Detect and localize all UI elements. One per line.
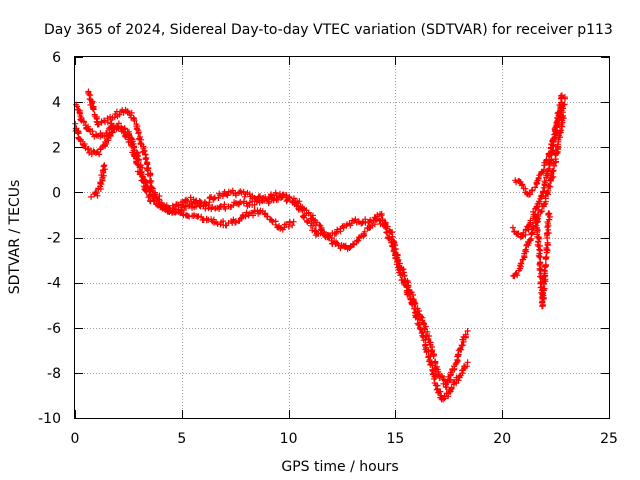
x-axis-label: GPS time / hours [281,459,398,475]
series-band-1 [73,101,471,391]
data-points [72,88,568,403]
x-tick-label: 10 [280,431,298,447]
series-band-6 [509,92,565,241]
series-markers [88,162,108,200]
x-tick-label: 0 [71,431,80,447]
tick-marks [75,57,610,419]
x-tick-label: 5 [177,431,186,447]
y-tick-label: 4 [52,95,61,111]
series-markers [509,92,565,241]
y-tick-label: -10 [38,411,61,427]
grid-lines [75,57,609,418]
series-band-7 [532,210,553,310]
x-tick-label: 15 [386,431,404,447]
y-tick-label: 0 [52,185,61,201]
y-tick-label: 6 [52,50,61,66]
series-markers [85,88,297,233]
x-tick-label: 25 [600,431,618,447]
y-tick-label: -2 [47,231,61,247]
y-tick-label: -6 [47,321,61,337]
series-band-2 [85,88,297,233]
y-axis-label: SDTVAR / TECUs [7,180,23,295]
x-tick-label: 20 [493,431,511,447]
tick-labels: 0 5 10 15 20 25 -10 -8 -6 -4 -2 0 2 4 6 [38,50,618,447]
series-markers [532,210,553,310]
series-markers [73,101,471,391]
plot-frame [74,56,610,419]
y-tick-label: 2 [52,140,61,156]
y-tick-label: -8 [47,366,61,382]
chart-title: Day 365 of 2024, Sidereal Day-to-day VTE… [44,22,613,38]
series-band-3 [88,162,108,200]
y-tick-label: -4 [47,276,61,292]
